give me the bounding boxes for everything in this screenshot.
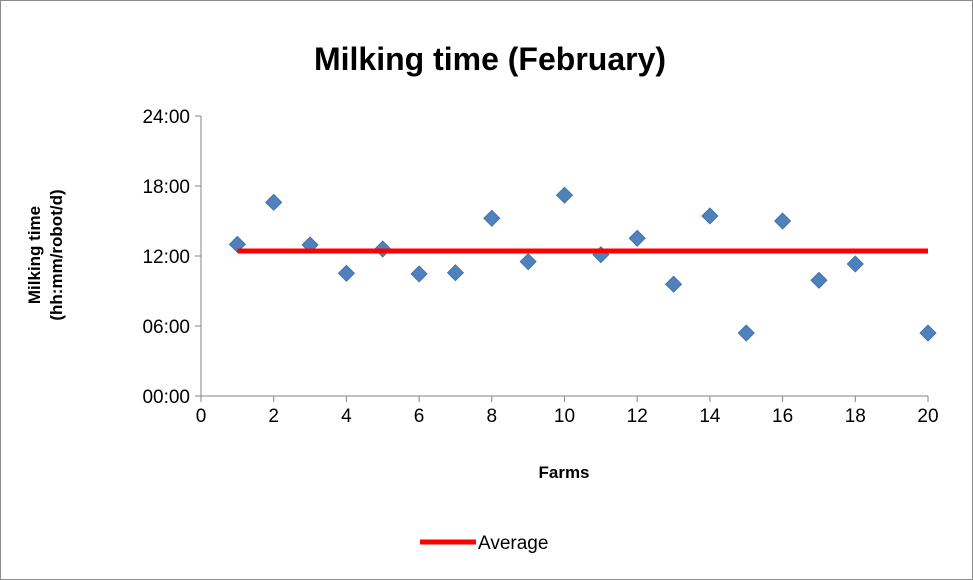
x-tick-label: 6: [414, 406, 425, 427]
y-tick-labels: 00:00 06:00 12:00 18:00 24:00: [142, 107, 190, 408]
y-axis-title-line-2: (hh:mm/robot/d): [47, 189, 66, 320]
x-tick-labels: 0 2 4 6 8 10 12 14 16 18 20: [196, 406, 939, 427]
data-point-farm-17: [810, 271, 828, 289]
x-tick-label: 20: [917, 406, 938, 427]
x-tick-label: 0: [196, 406, 207, 427]
data-point-farm-10: [555, 186, 574, 204]
legend: Average: [420, 533, 548, 554]
x-tick-label: 18: [845, 406, 866, 427]
data-point-farm-9: [519, 253, 537, 271]
x-tick-label: 14: [699, 406, 721, 427]
x-axis-title: Farms: [538, 463, 589, 482]
data-point-farm-13: [664, 275, 683, 293]
data-point-farm-8: [483, 209, 501, 227]
data-point-farm-20: [919, 324, 937, 342]
x-tick-label: 16: [772, 406, 793, 427]
data-point-farm-14: [701, 207, 719, 225]
y-tick-label: 18:00: [142, 177, 190, 198]
y-tick-label: 00:00: [142, 387, 190, 408]
y-tick-label: 24:00: [142, 107, 190, 128]
data-point-farm-15: [737, 324, 755, 342]
data-point-farm-4: [337, 264, 355, 282]
data-point-farm-6: [410, 265, 428, 283]
axes: [195, 115, 929, 402]
data-point-farm-18: [846, 255, 864, 273]
y-tick-label: 12:00: [142, 247, 190, 268]
data-point-farm-16: [774, 212, 792, 230]
y-axis-title: Milking time (hh:mm/robot/d): [25, 189, 66, 320]
data-point-farm-2: [265, 193, 283, 211]
chart-title: Milking time (February): [314, 41, 666, 77]
x-tick-label: 10: [554, 406, 575, 427]
y-tick-label: 06:00: [142, 317, 190, 338]
legend-label-average: Average: [478, 533, 548, 554]
y-axis-title-line-1: Milking time: [25, 206, 44, 304]
x-tick-label: 4: [341, 406, 352, 427]
x-tick-label: 8: [487, 406, 498, 427]
data-point-farm-7: [446, 264, 465, 282]
plot-series: [228, 186, 937, 342]
x-tick-label: 12: [627, 406, 648, 427]
data-point-farm-12: [628, 229, 646, 247]
x-tick-label: 2: [268, 406, 279, 427]
